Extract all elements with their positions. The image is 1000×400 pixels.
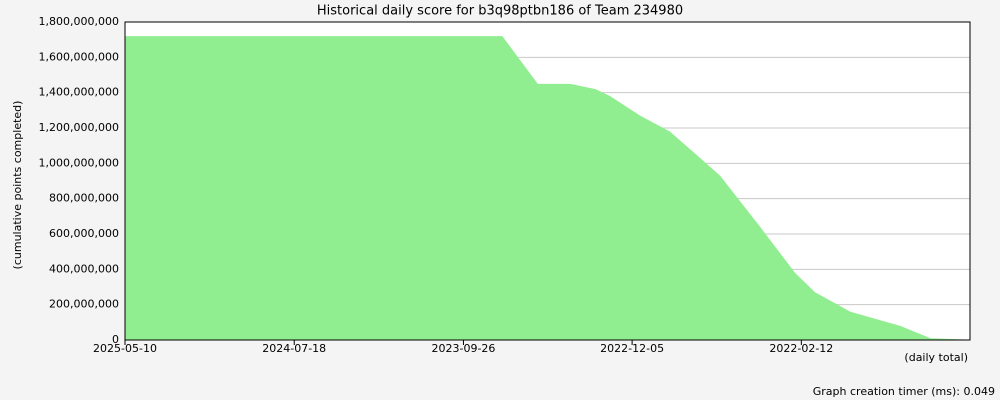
y-tick-label: 400,000,000 xyxy=(49,262,119,275)
y-tick-label: 1,800,000,000 xyxy=(39,15,119,28)
area xyxy=(125,36,966,341)
y-tick-label: 800,000,000 xyxy=(49,192,119,205)
x-tick-label: 2024-07-18 xyxy=(262,342,326,355)
y-tick-label: 1,600,000,000 xyxy=(39,50,119,63)
y-tick-label: 600,000,000 xyxy=(49,227,119,240)
y-tick-label: 0 xyxy=(112,333,119,346)
x-tick-label: 2022-12-05 xyxy=(600,342,664,355)
y-tick-label: 1,200,000,000 xyxy=(39,121,119,134)
x-tick-label: 2023-09-26 xyxy=(431,342,495,355)
y-tick-label: 1,400,000,000 xyxy=(39,86,119,99)
chart-title: Historical daily score for b3q98ptbn186 … xyxy=(317,4,683,19)
x-tick-label: 2025-05-10 xyxy=(93,342,157,355)
x-tick-label: 2022-02-12 xyxy=(769,342,833,355)
plot-frame xyxy=(124,21,971,341)
y-axis-label: (cumulative points completed) xyxy=(11,101,24,270)
x-axis-label: (daily total) xyxy=(904,351,968,364)
footer: Graph creation timer (ms): 0.049 xyxy=(813,385,995,398)
y-tick-label: 200,000,000 xyxy=(49,298,119,311)
y-tick-label: 1,000,000,000 xyxy=(39,156,119,169)
